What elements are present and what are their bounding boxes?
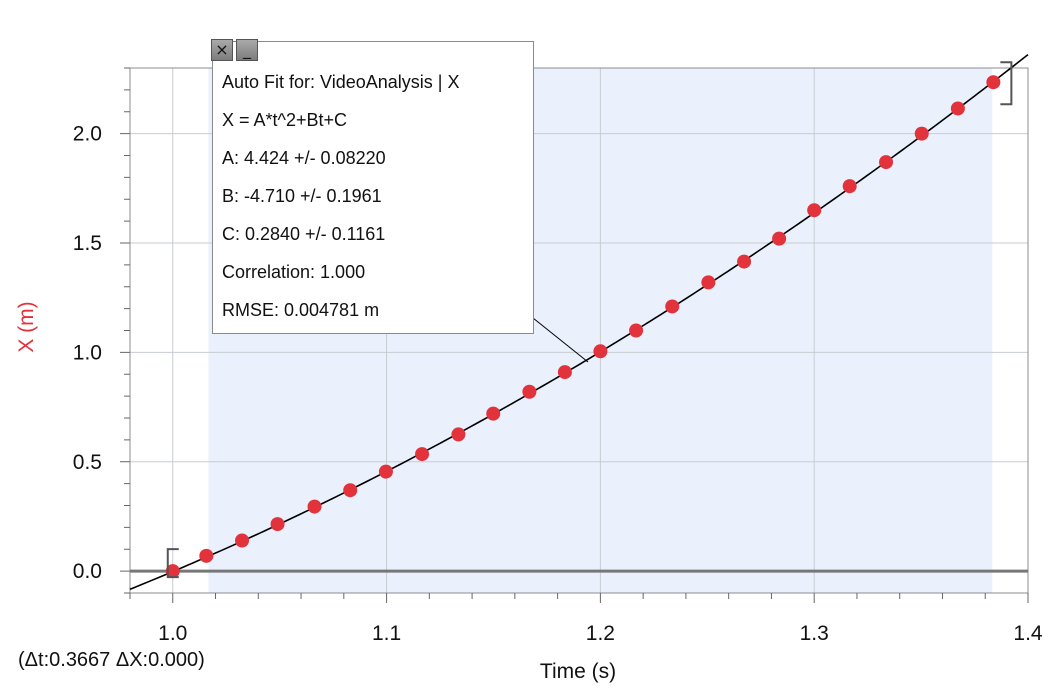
data-point[interactable]	[842, 179, 857, 194]
data-point[interactable]	[199, 548, 214, 563]
data-point[interactable]	[986, 75, 1001, 90]
data-point[interactable]	[378, 464, 393, 479]
x-axis-label: Time (s)	[540, 660, 616, 683]
data-point[interactable]	[486, 406, 501, 421]
fit-correlation: Correlation: 1.000	[222, 262, 366, 282]
data-point[interactable]	[307, 499, 322, 514]
selection-end-bracket[interactable]	[1000, 61, 1013, 106]
fit-rmse: RMSE: 0.004781 m	[222, 300, 380, 320]
data-point[interactable]	[879, 155, 894, 170]
data-point[interactable]	[522, 384, 537, 399]
minimize-icon[interactable]: _	[236, 39, 258, 61]
x-tick-label: 1.3	[800, 622, 829, 645]
data-point[interactable]	[557, 365, 572, 380]
fit-box-leader	[532, 317, 589, 363]
x-tick-label: 1.4	[1013, 622, 1043, 645]
y-tick-label: 1.0	[73, 341, 102, 364]
y-axis-label: X (m)	[15, 301, 38, 352]
y-tick-label: 1.5	[73, 232, 102, 255]
fit-title: Auto Fit for: VideoAnalysis | X	[222, 72, 460, 92]
fit-equation: X = A*t^2+Bt+C	[222, 110, 348, 130]
data-point[interactable]	[737, 254, 752, 269]
data-point[interactable]	[629, 323, 644, 338]
delta-readout: (Δt:0.3667 ΔX:0.000)	[18, 649, 205, 671]
x-tick-label: 1.1	[372, 622, 401, 645]
data-point[interactable]	[593, 344, 608, 359]
data-point[interactable]	[451, 427, 466, 442]
close-icon[interactable]: ×	[211, 39, 233, 61]
data-point[interactable]	[914, 126, 929, 141]
x-tick-label: 1.0	[158, 622, 187, 645]
data-point[interactable]	[665, 299, 680, 314]
selection-start-bracket[interactable]	[166, 548, 179, 579]
data-point[interactable]	[807, 203, 822, 218]
x-tick-label: 1.2	[586, 622, 615, 645]
data-point[interactable]	[343, 483, 358, 498]
data-point[interactable]	[701, 275, 716, 290]
data-point[interactable]	[235, 533, 250, 548]
y-tick-label: 0.5	[73, 451, 102, 474]
y-tick-label: 0.0	[73, 560, 102, 583]
data-point[interactable]	[415, 447, 430, 462]
data-point[interactable]	[270, 517, 285, 532]
fit-param-b: B: -4.710 +/- 0.1961	[222, 186, 382, 206]
data-point[interactable]	[165, 564, 180, 579]
data-point[interactable]	[772, 231, 787, 246]
auto-fit-box[interactable]: Auto Fit for: VideoAnalysis | X X = A*t^…	[212, 41, 534, 334]
y-tick-label: 2.0	[73, 123, 102, 146]
data-point[interactable]	[950, 101, 965, 116]
fit-param-c: C: 0.2840 +/- 0.1161	[222, 224, 386, 244]
fit-param-a: A: 4.424 +/- 0.08220	[222, 148, 386, 168]
